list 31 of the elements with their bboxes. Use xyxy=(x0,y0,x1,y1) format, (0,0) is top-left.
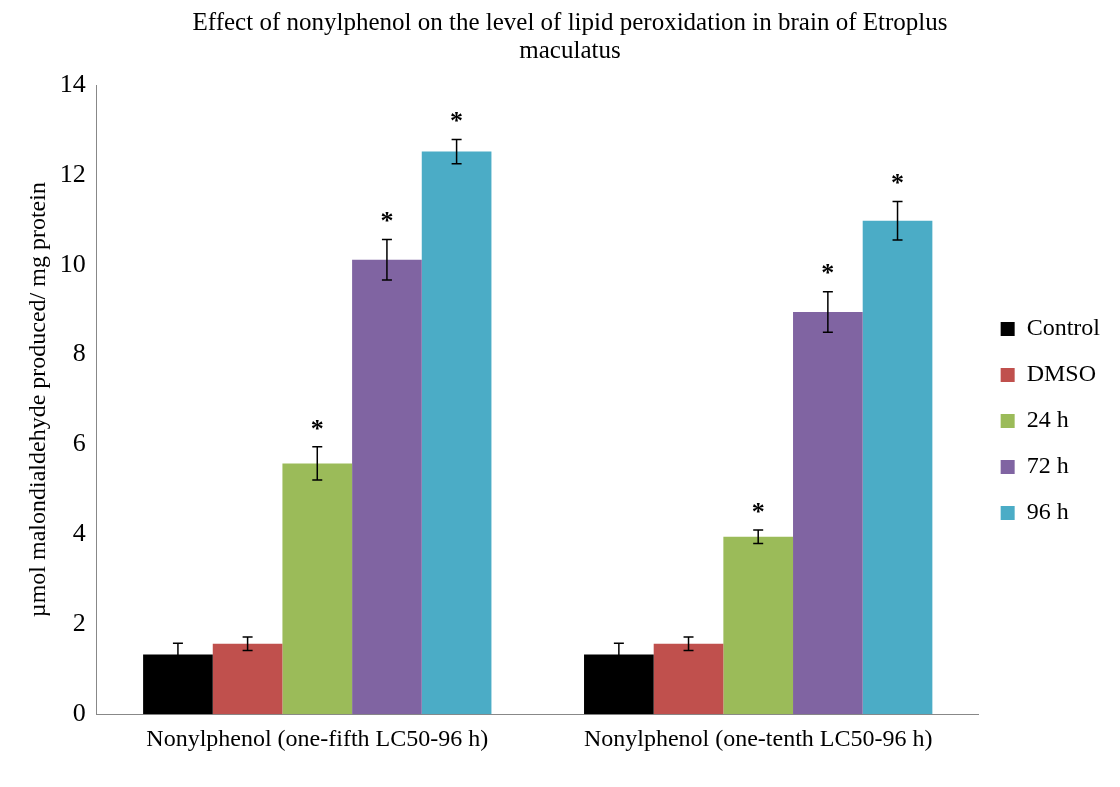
bar xyxy=(793,311,863,715)
y-tick-label: 6 xyxy=(72,428,86,458)
bar xyxy=(421,151,492,715)
y-tick-label: 10 xyxy=(59,248,86,278)
y-axis-title: µmol malondialdehyde produced/ mg protein xyxy=(23,182,50,618)
chart-title: Effect of nonylphenol on the level of lipid peroxidation in brain of Etroplus maculatus xyxy=(191,8,949,64)
y-tick-label: 4 xyxy=(72,518,86,548)
bar xyxy=(653,643,724,715)
bar xyxy=(212,643,283,715)
data-label: * xyxy=(310,413,324,443)
x-tick-label: Nonylphenol (one-fifth LC50-96 h) xyxy=(146,724,489,751)
bar xyxy=(352,259,422,715)
data-label: * xyxy=(450,106,464,136)
data-label: * xyxy=(751,496,765,526)
y-tick-label: 12 xyxy=(59,158,86,188)
legend-label: Control xyxy=(1026,314,1101,341)
y-tick-label: 14 xyxy=(59,68,86,98)
legend-label: 96 h xyxy=(1026,498,1069,525)
legend-label: 24 h xyxy=(1026,406,1069,433)
legend-label: DMSO xyxy=(1026,360,1097,387)
x-tick-label: Nonylphenol (one-tenth LC50-96 h) xyxy=(583,724,933,751)
bar xyxy=(723,536,794,715)
data-label: * xyxy=(821,258,835,288)
y-tick-label: 0 xyxy=(72,698,86,728)
y-tick-label: 2 xyxy=(72,608,86,638)
bar xyxy=(862,220,933,715)
data-label: * xyxy=(891,168,905,198)
data-label: * xyxy=(380,206,394,236)
y-tick-label: 8 xyxy=(72,338,86,368)
bar xyxy=(282,463,353,715)
legend-label: 72 h xyxy=(1026,452,1069,479)
